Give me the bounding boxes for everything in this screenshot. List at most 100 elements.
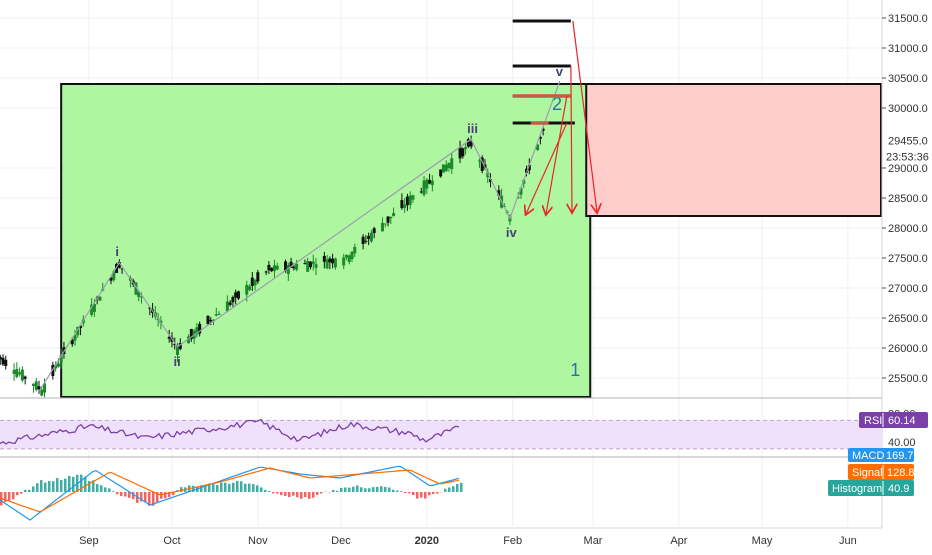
candle-body bbox=[265, 271, 268, 272]
price-tick-label: 25500.0 bbox=[888, 373, 928, 385]
macd-histogram-bar bbox=[400, 491, 403, 492]
signal-value: 128.8 bbox=[887, 467, 915, 479]
macd-histogram-bar bbox=[304, 492, 307, 497]
macd-histogram-bar bbox=[112, 491, 115, 492]
candle-body bbox=[0, 357, 2, 360]
time-tick-label: Apr bbox=[670, 535, 687, 547]
macd-histogram-bar bbox=[72, 477, 75, 492]
price-tick-label: 29000.0 bbox=[888, 163, 928, 175]
macd-histogram-bar bbox=[404, 492, 407, 493]
macd-histogram-bar bbox=[44, 483, 47, 492]
candle-body bbox=[425, 180, 428, 189]
macd-histogram-bar bbox=[460, 483, 463, 492]
candle-body bbox=[431, 181, 434, 185]
price-tick-label: 28000.0 bbox=[888, 223, 928, 235]
macd-histogram-bar bbox=[336, 491, 339, 492]
macd-histogram-bar bbox=[108, 488, 111, 492]
price-tick-label: 27000.0 bbox=[888, 283, 928, 295]
candle-body bbox=[447, 163, 450, 168]
macd-histogram-bar bbox=[32, 486, 35, 492]
macd-badge-label: MACD bbox=[852, 450, 884, 462]
macd-histogram-bar bbox=[288, 492, 291, 497]
candle-body bbox=[32, 384, 35, 386]
macd-histogram-bar bbox=[360, 487, 363, 492]
macd-histogram-bar bbox=[280, 492, 283, 495]
candle-body bbox=[267, 265, 270, 270]
candle-body bbox=[334, 259, 337, 268]
macd-histogram-bar bbox=[444, 489, 447, 492]
candle-body bbox=[4, 360, 7, 366]
macd-histogram-bar bbox=[16, 492, 19, 495]
macd-histogram-bar bbox=[220, 483, 223, 492]
candle-body bbox=[315, 264, 318, 268]
candle-body bbox=[384, 223, 387, 224]
macd-histogram-bar bbox=[52, 481, 55, 492]
candle-body bbox=[370, 233, 373, 242]
price-tick-label: 26500.0 bbox=[888, 313, 928, 325]
candle-body bbox=[367, 236, 370, 239]
macd-histogram-bar bbox=[232, 483, 235, 492]
macd-value: 169.7 bbox=[886, 450, 914, 462]
macd-histogram-bar bbox=[116, 492, 119, 494]
price-tick-label: 26000.0 bbox=[888, 343, 928, 355]
candle-body bbox=[276, 266, 279, 270]
time-tick-label: Nov bbox=[248, 535, 268, 547]
wave-label-iv: iv bbox=[506, 225, 518, 240]
time-tick-label: Feb bbox=[503, 535, 522, 547]
macd-histogram-bar bbox=[368, 488, 371, 492]
candle-body bbox=[381, 223, 384, 231]
macd-histogram-bar bbox=[56, 478, 59, 492]
candle-body bbox=[303, 263, 306, 264]
histogram-value: 40.9 bbox=[888, 483, 909, 495]
candle-body bbox=[400, 200, 403, 208]
macd-histogram-bar bbox=[268, 491, 271, 492]
candle-body bbox=[420, 191, 423, 192]
macd-histogram-bar bbox=[120, 492, 123, 496]
wave-label-ii: ii bbox=[174, 354, 181, 369]
macd-histogram-bar bbox=[372, 487, 375, 492]
candle-body bbox=[306, 261, 309, 272]
macd-histogram-bar bbox=[436, 492, 439, 494]
wave-label-iii: iii bbox=[467, 121, 478, 136]
candle-body bbox=[442, 164, 445, 172]
candle-body bbox=[245, 285, 248, 295]
macd-histogram-bar bbox=[296, 492, 299, 497]
candle-body bbox=[206, 316, 209, 324]
macd-histogram-bar bbox=[40, 480, 43, 492]
macd-histogram-bar bbox=[428, 492, 431, 495]
candle-body bbox=[2, 358, 5, 364]
candle-body bbox=[292, 267, 295, 269]
macd-histogram-bar bbox=[264, 490, 267, 492]
target-level-highlight bbox=[513, 94, 571, 98]
macd-histogram-bar bbox=[340, 488, 343, 492]
countdown-label: 23:53:36 bbox=[886, 152, 929, 164]
macd-histogram-bar bbox=[456, 484, 459, 492]
macd-histogram-bar bbox=[292, 492, 295, 496]
candle-body bbox=[209, 320, 212, 321]
green-target-box bbox=[61, 84, 590, 397]
histogram-badge-label: Histogram bbox=[832, 483, 882, 495]
time-tick-label: Sep bbox=[79, 535, 99, 547]
time-tick-label: May bbox=[752, 535, 773, 547]
macd-histogram-bar bbox=[388, 487, 391, 492]
candle-body bbox=[428, 180, 431, 184]
macd-histogram-bar bbox=[276, 492, 279, 494]
candle-body bbox=[389, 217, 392, 219]
macd-histogram-bar bbox=[24, 490, 27, 492]
macd-histogram-bar bbox=[348, 488, 351, 492]
candle-body bbox=[256, 272, 259, 281]
macd-histogram-bar bbox=[124, 492, 127, 497]
last-price-label: 29455.0 bbox=[888, 136, 928, 148]
candle-body bbox=[237, 291, 240, 298]
rsi-tick-label: 40.00 bbox=[888, 437, 916, 449]
macd-histogram-bar bbox=[48, 481, 51, 492]
candle-body bbox=[348, 255, 351, 262]
macd-histogram-bar bbox=[320, 492, 323, 493]
macd-histogram-bar bbox=[284, 492, 287, 496]
macd-histogram-bar bbox=[316, 492, 319, 495]
red-target-box bbox=[586, 84, 881, 216]
macd-histogram-bar bbox=[412, 492, 415, 495]
price-tick-label: 31000.0 bbox=[888, 43, 928, 55]
price-tick-label: 28500.0 bbox=[888, 193, 928, 205]
